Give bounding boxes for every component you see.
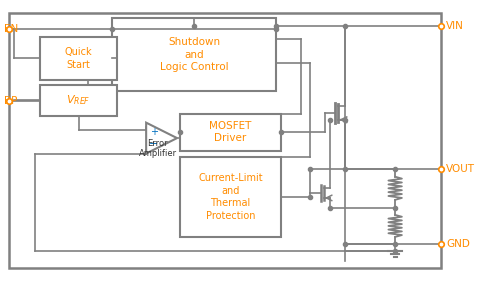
Text: +: + — [150, 127, 158, 137]
Bar — [40, 37, 117, 80]
Bar — [113, 19, 276, 91]
Text: EN: EN — [4, 24, 19, 34]
Bar — [40, 85, 117, 116]
Text: Error
Amplifier: Error Amplifier — [139, 139, 177, 158]
Text: GND: GND — [446, 239, 470, 249]
Bar — [180, 114, 281, 151]
Text: $V_{REF}$: $V_{REF}$ — [67, 94, 91, 107]
Text: Current-Limit
and
Thermal
Protection: Current-Limit and Thermal Protection — [198, 173, 263, 221]
Text: Quick
Start: Quick Start — [65, 47, 92, 70]
Text: Shutdown
and
Logic Control: Shutdown and Logic Control — [160, 37, 228, 72]
Text: MOSFET
Driver: MOSFET Driver — [209, 121, 252, 144]
Bar — [180, 157, 281, 237]
Polygon shape — [146, 123, 177, 153]
Text: VIN: VIN — [446, 21, 464, 31]
Text: VOUT: VOUT — [446, 164, 475, 174]
Text: BP: BP — [4, 96, 18, 106]
Text: −: − — [149, 139, 159, 149]
